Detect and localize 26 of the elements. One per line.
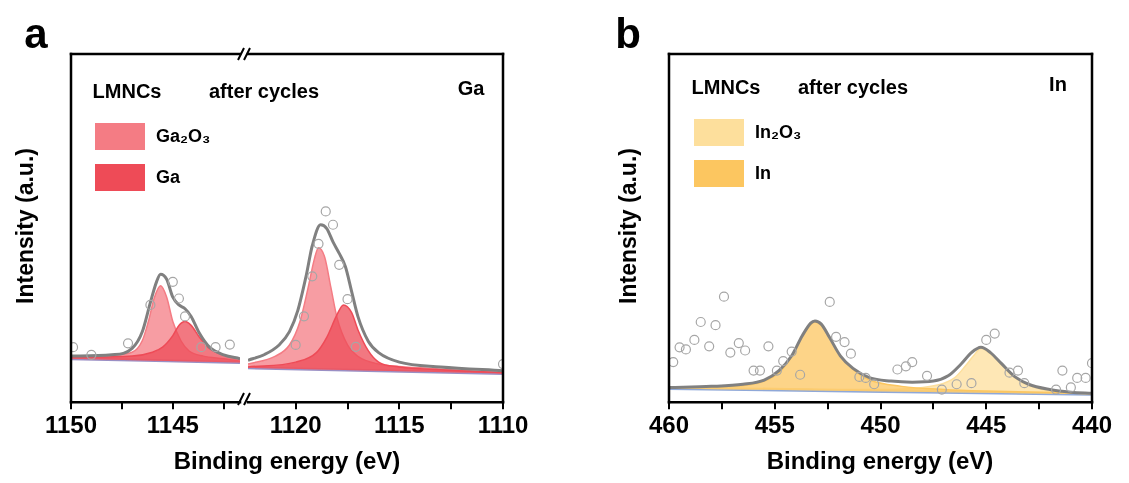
x-tick-label: 1110: [477, 411, 529, 439]
y-axis-title: Intensity (a.u.): [614, 148, 642, 304]
x-tick-label: 1120: [269, 411, 322, 439]
x-tick-label: 1115: [373, 411, 425, 439]
x-tick-label: 455: [754, 411, 795, 439]
x-tick-label: 1150: [44, 411, 98, 439]
chart-title: a: [24, 10, 48, 58]
x-tick-label: 1145: [146, 411, 199, 439]
x-axis-title: Binding energy (eV): [173, 447, 401, 475]
text: Ga: [457, 76, 485, 100]
chart-title: b: [615, 10, 641, 58]
legend-label: Ga₂O₃: [156, 126, 211, 147]
x-tick-label: 445: [966, 411, 1007, 439]
x-tick-label: 460: [648, 411, 690, 439]
y-axis-title: Intensity (a.u.): [11, 148, 39, 304]
text: LMNCs: [691, 75, 761, 99]
text: LMNCs: [92, 79, 162, 103]
text: In: [1049, 72, 1067, 96]
x-axis-title: Binding energy (eV): [766, 447, 994, 475]
x-tick-label: 440: [1071, 411, 1113, 439]
legend-label: Ga: [156, 167, 181, 188]
text: after cycles: [797, 75, 909, 99]
legend-label: In₂O₃: [755, 122, 802, 143]
text: after cycles: [208, 79, 320, 103]
x-tick-label: 450: [860, 411, 901, 439]
legend-label: In: [755, 163, 771, 184]
